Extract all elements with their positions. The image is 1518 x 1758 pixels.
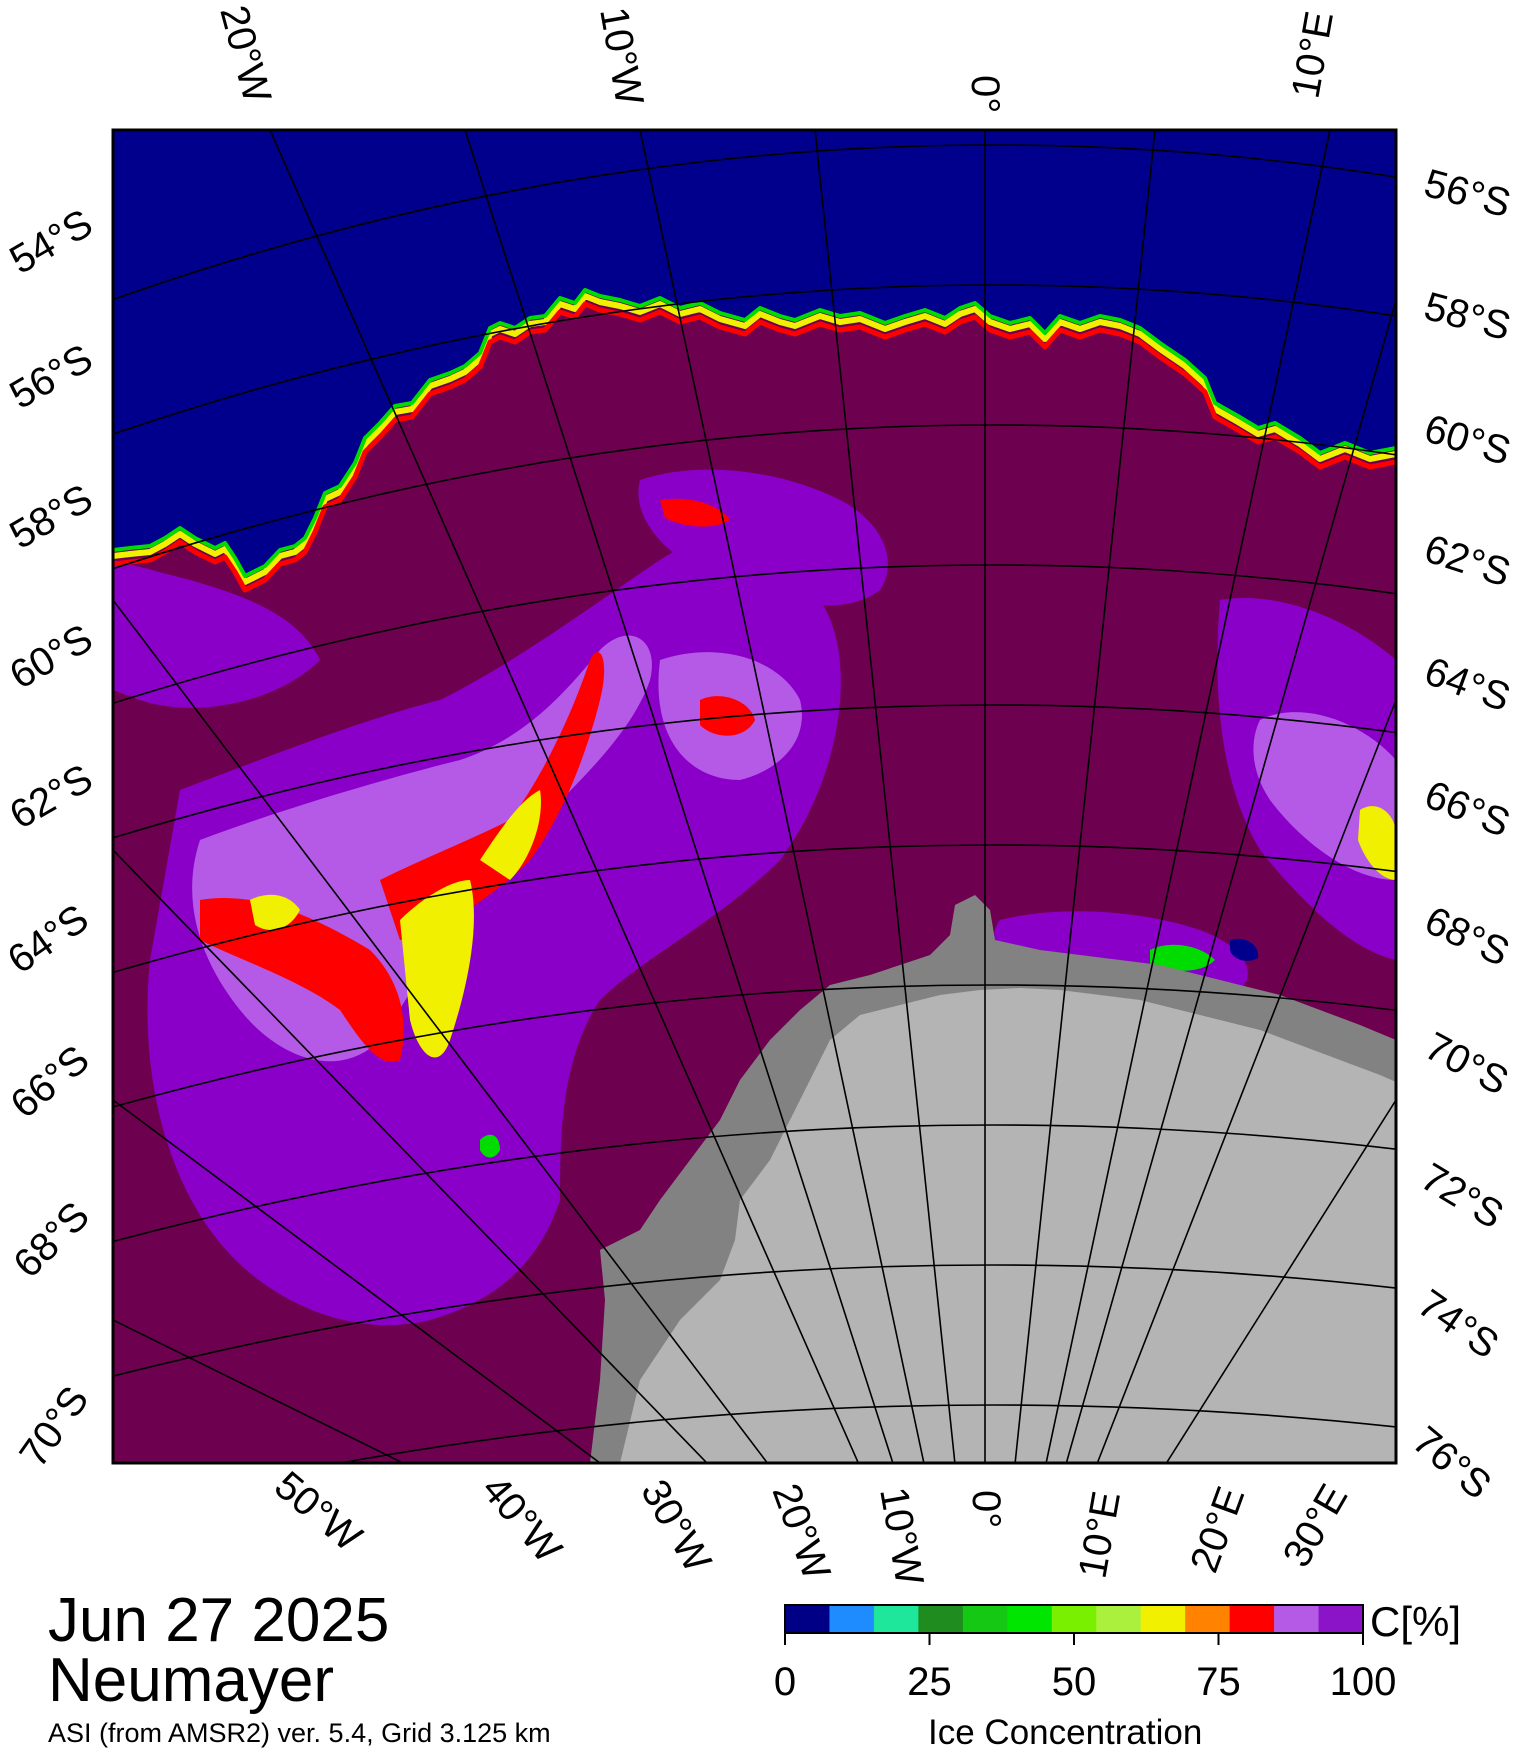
colorbar-tick-label: 25: [907, 1660, 952, 1704]
colorbar-segment: [829, 1605, 875, 1633]
colorbar-tick-labels: 0 25 50 75 100: [774, 1660, 1397, 1704]
colorbar-tick-label: 0: [774, 1660, 796, 1704]
station-label: Neumayer: [48, 1646, 334, 1715]
ice-streaks: [200, 498, 1396, 1158]
date-label: Jun 27 2025: [48, 1586, 390, 1655]
left-lat-label: 68°S: [5, 1194, 98, 1287]
left-lat-label: 60°S: [3, 616, 100, 698]
colorbar-segment: [962, 1605, 1008, 1633]
bottom-lon-label: 20°W: [764, 1478, 839, 1586]
left-latitude-labels: 54°S 56°S 58°S 60°S 62°S 64°S 66°S 68°S …: [0, 201, 100, 1475]
top-lon-label: 0°: [963, 75, 1007, 113]
right-lat-label: 74°S: [1410, 1281, 1507, 1367]
top-lon-label: 10°W: [591, 4, 651, 109]
bottom-lon-label: 30°W: [632, 1473, 719, 1580]
left-lat-label: 54°S: [3, 201, 100, 283]
bottom-lon-label: 0°: [964, 1490, 1008, 1528]
right-lat-label: 70°S: [1418, 1024, 1516, 1104]
bottom-lon-label: 20°E: [1182, 1481, 1253, 1578]
colorbar-segment: [1274, 1605, 1320, 1633]
colorbar-segment: [1096, 1605, 1142, 1633]
right-lat-label: 68°S: [1418, 898, 1516, 975]
map-panel: [113, 130, 1396, 1463]
right-lat-label: 56°S: [1420, 161, 1516, 226]
left-lat-label: 62°S: [3, 756, 100, 838]
right-lat-label: 76°S: [1404, 1418, 1499, 1508]
colorbar: [785, 1605, 1364, 1633]
left-lat-label: 58°S: [3, 476, 100, 558]
top-longitude-labels: 20°W 10°W 0° 10°E: [211, 1, 1342, 113]
bottom-longitude-labels: 50°W 40°W 30°W 20°W 10°W 0° 10°E 20°E 30…: [266, 1463, 1356, 1588]
colorbar-segment: [873, 1605, 919, 1633]
colorbar-tick-label: 100: [1330, 1660, 1397, 1704]
open-water-area: [113, 130, 1396, 578]
ice-edge-band-outer: [113, 288, 1396, 578]
colorbar-segment: [1229, 1605, 1275, 1633]
land-area: [620, 988, 1396, 1463]
right-lat-label: 72°S: [1413, 1155, 1510, 1238]
bottom-lon-label: 40°W: [473, 1468, 570, 1572]
colorbar-segment: [1185, 1605, 1231, 1633]
colorbar-ticks: [784, 1633, 1364, 1645]
right-latitude-labels: 56°S 58°S 60°S 62°S 64°S 66°S 68°S 70°S …: [1404, 161, 1516, 1508]
top-lon-label: 10°E: [1284, 8, 1342, 101]
right-lat-label: 64°S: [1419, 649, 1516, 720]
bottom-lon-label: 10°E: [1071, 1488, 1129, 1581]
bottom-lon-label: 30°E: [1275, 1477, 1357, 1574]
colorbar-title: Ice Concentration: [928, 1713, 1203, 1752]
top-lon-label: 20°W: [211, 1, 279, 108]
left-lat-label: 56°S: [3, 336, 100, 418]
colorbar-segment: [918, 1605, 964, 1633]
colorbar-tick-label: 50: [1052, 1660, 1097, 1704]
graticule: [113, 130, 1396, 1463]
right-lat-label: 58°S: [1420, 284, 1516, 349]
left-lat-label: 70°S: [11, 1379, 97, 1476]
product-info: ASI (from AMSR2) ver. 5.4, Grid 3.125 km: [48, 1718, 551, 1748]
colorbar-segment: [1051, 1605, 1097, 1633]
left-lat-label: 64°S: [0, 896, 97, 982]
colorbar-segment: [785, 1605, 830, 1633]
bottom-lon-label: 10°W: [871, 1484, 931, 1589]
bottom-lon-label: 50°W: [266, 1463, 370, 1560]
colorbar-segment: [1318, 1605, 1364, 1633]
right-lat-label: 66°S: [1419, 773, 1516, 846]
colorbar-segment: [1007, 1605, 1053, 1633]
right-lat-label: 62°S: [1419, 527, 1516, 596]
colorbar-segment: [1140, 1605, 1186, 1633]
left-lat-label: 66°S: [3, 1037, 98, 1127]
colorbar-unit: C[%]: [1370, 1598, 1462, 1645]
map-frame: [111, 128, 1398, 1465]
right-lat-label: 60°S: [1419, 407, 1515, 475]
colorbar-tick-label: 75: [1196, 1660, 1241, 1704]
